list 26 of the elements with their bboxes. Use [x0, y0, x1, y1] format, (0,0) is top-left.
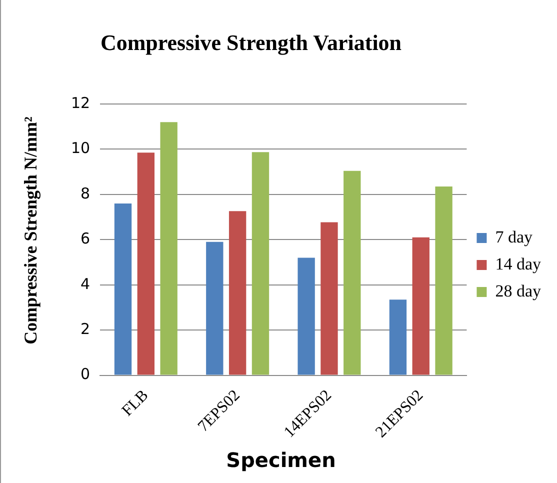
- y-axis-title: Compressive Strength N/mm²: [20, 116, 42, 346]
- chart-title: Compressive Strength Variation: [99, 30, 403, 56]
- legend-label: 28 day: [495, 281, 542, 300]
- y-tick-label: 2: [80, 320, 90, 338]
- bar: [344, 170, 361, 375]
- bar: [228, 211, 246, 375]
- bar: [114, 203, 132, 375]
- y-tick-label: 6: [80, 230, 90, 248]
- bar: [252, 152, 270, 375]
- bar: [435, 186, 452, 375]
- bar: [298, 258, 315, 375]
- legend-label: 7 day: [495, 227, 533, 246]
- y-tick-label: 10: [70, 139, 90, 158]
- y-tick-label: 4: [80, 274, 90, 293]
- bar: [137, 152, 155, 375]
- bar: [320, 222, 338, 375]
- bar: [412, 237, 430, 375]
- bar: [206, 242, 224, 375]
- y-tick-label: 12: [70, 94, 90, 112]
- y-tick-label: 8: [80, 184, 90, 202]
- bar: [389, 300, 407, 375]
- x-tick-label: FLB: [118, 386, 152, 420]
- legend-label: 14 day: [495, 254, 542, 274]
- y-tick-label: 0: [80, 365, 90, 384]
- bar: [160, 122, 178, 375]
- x-axis-title: Specimen: [225, 448, 337, 472]
